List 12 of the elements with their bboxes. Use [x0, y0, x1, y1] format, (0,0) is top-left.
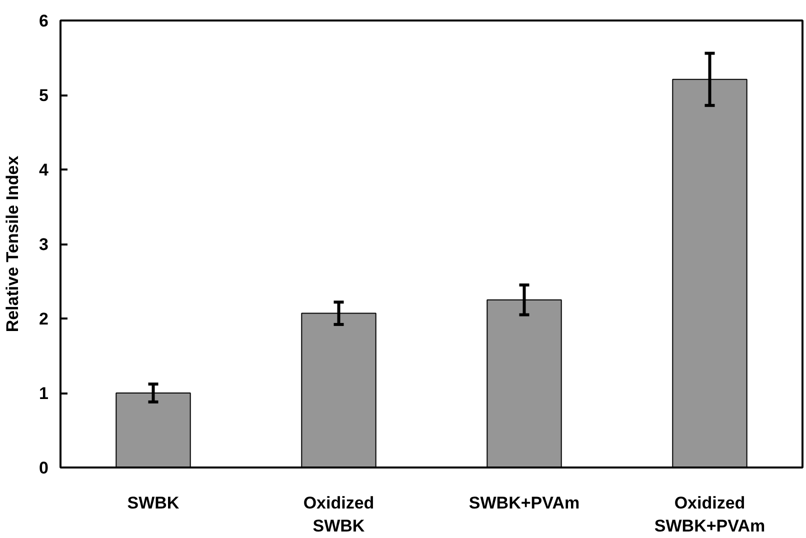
- y-tick-label: 2: [39, 310, 49, 328]
- y-axis-title: Relative Tensile Index: [3, 155, 22, 332]
- y-tick-label: 1: [39, 384, 49, 403]
- y-tick-label: 3: [39, 235, 49, 254]
- y-tick-label: 0: [39, 458, 49, 478]
- x-tick-label: Oxidized SWBK: [303, 494, 374, 536]
- x-tick-label: SWBK: [127, 494, 180, 512]
- y-tick-label: 6: [39, 12, 49, 30]
- x-tick-label: SWBK+PVAm: [468, 494, 580, 512]
- y-tick-label: 4: [39, 160, 50, 180]
- x-tick-label: Oxidized SWBK+PVAm: [654, 494, 766, 536]
- y-tick-label: 5: [39, 86, 49, 105]
